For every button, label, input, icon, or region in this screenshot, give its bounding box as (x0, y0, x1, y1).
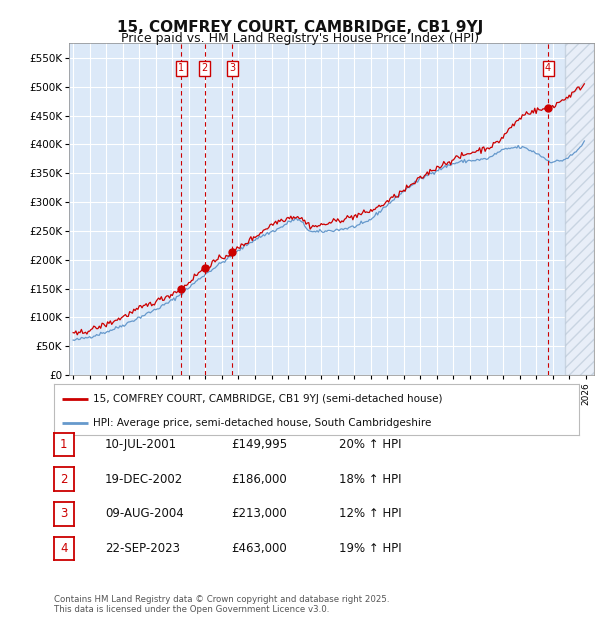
Text: HPI: Average price, semi-detached house, South Cambridgeshire: HPI: Average price, semi-detached house,… (94, 417, 432, 428)
Text: This data is licensed under the Open Government Licence v3.0.: This data is licensed under the Open Gov… (54, 604, 329, 614)
Text: 20% ↑ HPI: 20% ↑ HPI (339, 438, 401, 451)
Text: £186,000: £186,000 (231, 473, 287, 485)
Text: 3: 3 (60, 508, 68, 520)
Text: 2: 2 (60, 473, 68, 485)
Text: 4: 4 (60, 542, 68, 555)
Bar (565, 43, 594, 375)
Text: £463,000: £463,000 (231, 542, 287, 555)
Text: Price paid vs. HM Land Registry's House Price Index (HPI): Price paid vs. HM Land Registry's House … (121, 32, 479, 45)
Text: 1: 1 (178, 63, 184, 73)
Text: 22-SEP-2023: 22-SEP-2023 (105, 542, 180, 555)
Text: 18% ↑ HPI: 18% ↑ HPI (339, 473, 401, 485)
Text: 19-DEC-2002: 19-DEC-2002 (105, 473, 183, 485)
Text: 1: 1 (60, 438, 68, 451)
Text: £213,000: £213,000 (231, 508, 287, 520)
Text: £149,995: £149,995 (231, 438, 287, 451)
Text: 15, COMFREY COURT, CAMBRIDGE, CB1 9YJ (semi-detached house): 15, COMFREY COURT, CAMBRIDGE, CB1 9YJ (s… (94, 394, 443, 404)
Text: 3: 3 (229, 63, 235, 73)
Text: 4: 4 (545, 63, 551, 73)
Text: 2: 2 (202, 63, 208, 73)
Bar (565, 43, 594, 375)
Text: 15, COMFREY COURT, CAMBRIDGE, CB1 9YJ: 15, COMFREY COURT, CAMBRIDGE, CB1 9YJ (117, 20, 483, 35)
Text: 10-JUL-2001: 10-JUL-2001 (105, 438, 177, 451)
Text: Contains HM Land Registry data © Crown copyright and database right 2025.: Contains HM Land Registry data © Crown c… (54, 595, 389, 604)
Text: 12% ↑ HPI: 12% ↑ HPI (339, 508, 401, 520)
Text: 19% ↑ HPI: 19% ↑ HPI (339, 542, 401, 555)
Text: 09-AUG-2004: 09-AUG-2004 (105, 508, 184, 520)
